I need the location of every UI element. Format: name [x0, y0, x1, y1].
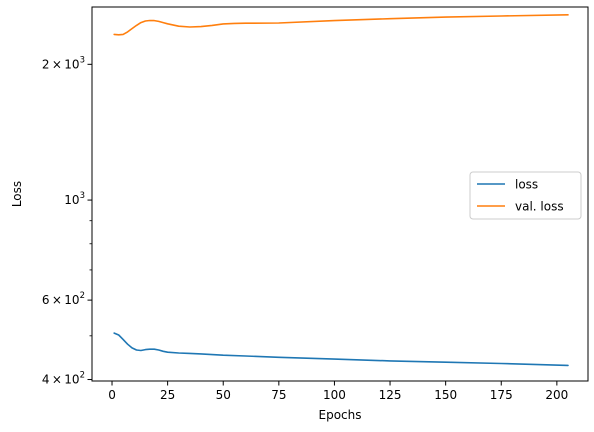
- legend-label: loss: [515, 178, 538, 192]
- x-tick-label: 75: [271, 388, 286, 402]
- y-tick-times: × 10: [49, 293, 79, 307]
- y-tick-label: 6 × 102: [42, 291, 85, 307]
- y-tick-label: 103: [64, 191, 85, 207]
- y-axis-title: Loss: [10, 181, 24, 207]
- y-tick-exponent: 3: [80, 55, 85, 65]
- legend: loss val. loss: [469, 171, 582, 220]
- x-axis-title: Epochs: [319, 408, 362, 422]
- y-tick-times: × 10: [49, 373, 79, 387]
- plot-area: [113, 14, 569, 367]
- y-tick-exponent: 2: [80, 371, 85, 381]
- legend-label: val. loss: [515, 200, 564, 214]
- x-tick-label: 0: [108, 388, 116, 402]
- y-tick-times: × 10: [49, 57, 79, 71]
- y-tick-mantissa: 4: [42, 373, 50, 387]
- x-tick-label: 125: [379, 388, 402, 402]
- y-tick-exponent: 3: [80, 191, 85, 201]
- x-axis: 0 25 50 75 100 125 150 175 200: [108, 381, 568, 402]
- series-line-val-loss: [113, 14, 569, 36]
- series-line-loss: [113, 332, 569, 367]
- y-tick-base: 10: [64, 193, 79, 207]
- axes-frame: [91, 6, 589, 382]
- x-tick-label: 50: [216, 388, 231, 402]
- x-tick-label: 200: [545, 388, 568, 402]
- x-tick-label: 150: [434, 388, 457, 402]
- y-tick-label: 2 × 103: [42, 55, 85, 71]
- y-tick-mantissa: 6: [42, 293, 50, 307]
- y-tick-exponent: 2: [80, 291, 85, 301]
- x-tick-label: 100: [323, 388, 346, 402]
- x-tick-label: 175: [490, 388, 513, 402]
- y-tick-label: 4 × 102: [42, 371, 85, 387]
- x-tick-label: 25: [160, 388, 175, 402]
- y-tick-mantissa: 2: [42, 57, 50, 71]
